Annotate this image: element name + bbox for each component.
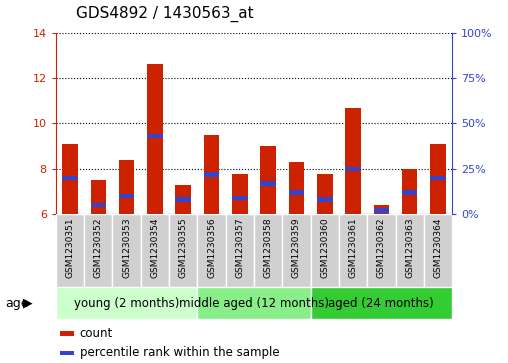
Text: GSM1230363: GSM1230363 bbox=[405, 218, 414, 278]
Text: aged (24 months): aged (24 months) bbox=[329, 297, 434, 310]
Bar bbox=[62, 176, 78, 180]
Text: GSM1230353: GSM1230353 bbox=[122, 218, 131, 278]
Text: young (2 months): young (2 months) bbox=[74, 297, 179, 310]
Text: GSM1230360: GSM1230360 bbox=[320, 218, 329, 278]
Bar bbox=[90, 203, 106, 207]
Bar bbox=[119, 194, 135, 198]
Bar bbox=[147, 134, 163, 138]
Text: percentile rank within the sample: percentile rank within the sample bbox=[80, 346, 279, 359]
Text: GSM1230357: GSM1230357 bbox=[235, 218, 244, 278]
Bar bbox=[289, 190, 304, 195]
Bar bbox=[84, 214, 112, 287]
Text: GSM1230361: GSM1230361 bbox=[348, 218, 358, 278]
Bar bbox=[289, 162, 304, 214]
Bar bbox=[112, 214, 141, 287]
Text: GSM1230362: GSM1230362 bbox=[377, 218, 386, 278]
Bar bbox=[310, 287, 452, 319]
Bar bbox=[345, 167, 361, 171]
Text: GSM1230355: GSM1230355 bbox=[179, 218, 188, 278]
Bar bbox=[261, 181, 276, 185]
Bar bbox=[56, 214, 84, 287]
Text: GDS4892 / 1430563_at: GDS4892 / 1430563_at bbox=[76, 5, 254, 22]
Bar bbox=[339, 214, 367, 287]
Bar bbox=[119, 160, 135, 214]
Text: GSM1230352: GSM1230352 bbox=[94, 218, 103, 278]
Bar bbox=[204, 172, 219, 176]
Bar bbox=[60, 351, 74, 355]
Text: GSM1230359: GSM1230359 bbox=[292, 218, 301, 278]
Text: GSM1230354: GSM1230354 bbox=[150, 218, 160, 278]
Bar bbox=[254, 214, 282, 287]
Bar bbox=[169, 214, 198, 287]
Text: GSM1230351: GSM1230351 bbox=[66, 218, 75, 278]
Bar bbox=[424, 214, 452, 287]
Bar bbox=[56, 287, 198, 319]
Text: GSM1230358: GSM1230358 bbox=[264, 218, 273, 278]
Bar bbox=[317, 197, 333, 202]
Bar bbox=[141, 214, 169, 287]
Bar bbox=[402, 190, 418, 195]
Bar bbox=[175, 197, 191, 202]
Bar bbox=[373, 205, 389, 214]
Bar bbox=[198, 287, 310, 319]
Bar bbox=[147, 65, 163, 214]
Bar bbox=[175, 185, 191, 214]
Bar bbox=[282, 214, 310, 287]
Text: age: age bbox=[5, 297, 28, 310]
Bar bbox=[430, 144, 446, 214]
Bar bbox=[232, 196, 247, 200]
Bar bbox=[430, 176, 446, 180]
Text: middle aged (12 months): middle aged (12 months) bbox=[179, 297, 329, 310]
Bar bbox=[317, 175, 333, 214]
Bar bbox=[60, 331, 74, 336]
Bar bbox=[226, 214, 254, 287]
Bar bbox=[373, 208, 389, 213]
Bar bbox=[62, 144, 78, 214]
Text: GSM1230364: GSM1230364 bbox=[433, 218, 442, 278]
Bar bbox=[204, 135, 219, 214]
Bar bbox=[261, 146, 276, 214]
Bar bbox=[367, 214, 396, 287]
Bar bbox=[198, 214, 226, 287]
Bar bbox=[90, 180, 106, 214]
Text: GSM1230356: GSM1230356 bbox=[207, 218, 216, 278]
Text: ▶: ▶ bbox=[23, 297, 33, 310]
Bar bbox=[232, 175, 247, 214]
Bar bbox=[310, 214, 339, 287]
Bar bbox=[396, 214, 424, 287]
Text: count: count bbox=[80, 327, 113, 340]
Bar bbox=[345, 107, 361, 214]
Bar bbox=[402, 169, 418, 214]
